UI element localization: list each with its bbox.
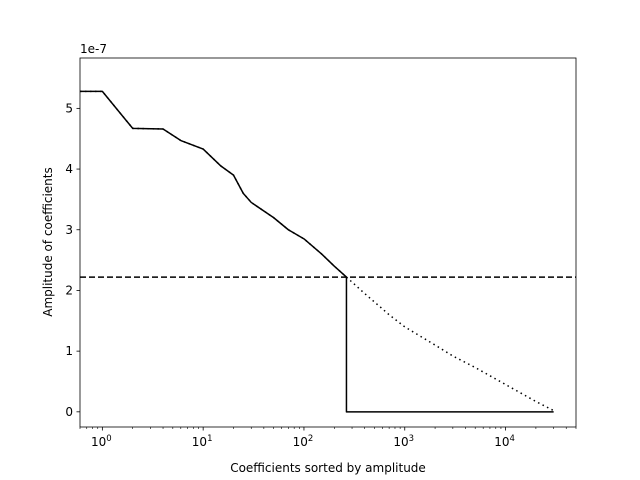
y-tick-label: 4 xyxy=(65,162,73,176)
x-axis-label: Coefficients sorted by amplitude xyxy=(230,461,426,475)
x-tick-label: 100 xyxy=(91,434,112,449)
x-tick-label: 104 xyxy=(494,434,515,449)
axes-frame xyxy=(79,57,577,428)
y-axis-label: Amplitude of coefficients xyxy=(41,167,55,317)
plot-area xyxy=(80,90,576,413)
y-tick-label: 5 xyxy=(65,101,73,115)
x-tick-label: 103 xyxy=(393,434,414,449)
x-tick-label: 102 xyxy=(293,434,314,449)
axes: 0 1 2 3 4 5 100 101 102 103 104 xyxy=(65,57,577,449)
y-offset-label: 1e-7 xyxy=(80,42,107,56)
x-tick-label: 101 xyxy=(192,434,213,449)
y-tick-label: 1 xyxy=(65,344,73,358)
y-tick-label: 3 xyxy=(65,223,73,237)
y-tick-label: 2 xyxy=(65,283,73,297)
series-line-solid xyxy=(80,90,554,413)
y-tick-label: 0 xyxy=(65,405,73,419)
